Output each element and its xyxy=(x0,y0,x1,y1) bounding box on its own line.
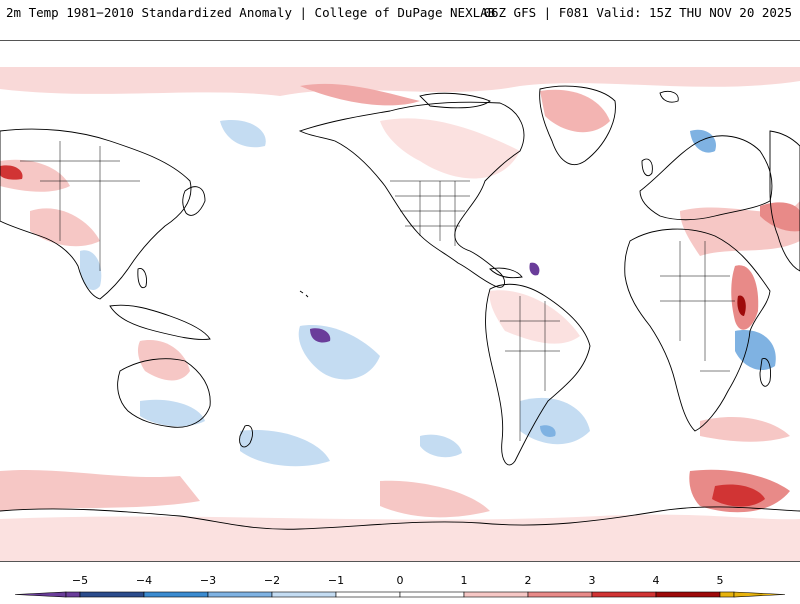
warm-anomaly-indian-ocean xyxy=(700,416,790,442)
asia-outline xyxy=(0,128,192,300)
cold-anomaly-south-pacific-east xyxy=(420,434,462,458)
asia-east-outline xyxy=(769,130,800,272)
legend-color-segment xyxy=(399,591,465,598)
legend-color-segment xyxy=(591,591,657,598)
svalbard-outline xyxy=(659,90,679,103)
legend-tick-label: 1 xyxy=(461,574,468,587)
legend-color-bar xyxy=(14,591,786,598)
warm-anomaly-east-africa-strong xyxy=(737,295,746,316)
cold-anomaly-south-atlantic xyxy=(520,397,590,445)
warm-anomaly-greenland xyxy=(540,89,610,133)
warm-anomaly-south-pacific xyxy=(380,480,490,518)
legend-color-segment xyxy=(207,591,273,598)
warm-anomaly-west-asia-strong xyxy=(0,165,23,180)
coastlines xyxy=(0,85,800,530)
warm-anomaly-canada xyxy=(380,118,520,179)
cold-anomaly-north-pacific xyxy=(220,120,266,148)
warm-anomaly-west-asia xyxy=(0,159,70,192)
anomaly-map[interactable] xyxy=(0,40,800,562)
hawaii-outline xyxy=(299,290,309,298)
warm-anomaly-antarctic-band xyxy=(0,514,800,561)
legend-arrow-high xyxy=(733,591,786,598)
legend-tick-label: 0 xyxy=(397,574,404,587)
legend-tick-label: −4 xyxy=(136,574,152,587)
indonesia-outline xyxy=(109,304,211,340)
color-scale-legend: −5 −4 −3 −2 −1 0 1 2 3 4 5 xyxy=(0,570,800,600)
legend-color-segment xyxy=(143,591,209,598)
map-title: 2m Temp 1981−2010 Standardized Anomaly |… xyxy=(6,5,496,20)
warm-anomaly-east-africa xyxy=(731,265,759,330)
legend-tick-label: −2 xyxy=(264,574,280,587)
warm-anomaly-australia xyxy=(137,340,190,381)
antarctica-outline xyxy=(0,506,800,530)
africa-outline xyxy=(624,228,771,432)
legend-tick-label: −3 xyxy=(200,574,216,587)
cold-anomaly-caribbean xyxy=(529,262,540,276)
country-borders xyxy=(20,141,735,441)
legend-color-segment xyxy=(719,591,735,598)
legend-color-segment xyxy=(463,591,529,598)
legend-color-segment xyxy=(65,591,81,598)
cold-anomaly-north-europe xyxy=(690,129,716,153)
philippines-outline xyxy=(137,268,147,289)
legend-tick-label: 3 xyxy=(589,574,596,587)
warm-anomaly-southern-ocean-east-strong xyxy=(712,484,765,507)
cold-anomaly-tasman xyxy=(140,399,205,427)
legend-color-segment xyxy=(335,591,401,598)
arctic-islands-outline xyxy=(419,92,491,109)
cold-anomaly-southern-ocean xyxy=(240,430,330,467)
uk-outline xyxy=(641,158,653,177)
greenland-outline xyxy=(539,85,616,166)
legend-color-segment xyxy=(79,591,145,598)
legend-tick-label: −1 xyxy=(328,574,344,587)
warm-anomaly-arctic xyxy=(0,67,800,96)
legend-color-segment xyxy=(527,591,593,598)
japan-outline xyxy=(182,186,206,216)
warm-anomaly-south-america xyxy=(489,290,580,344)
cold-anomaly-south-atlantic-core xyxy=(540,425,556,437)
legend-tick-label: −5 xyxy=(72,574,88,587)
legend-color-segment xyxy=(655,591,721,598)
legend-arrow-low xyxy=(14,591,67,598)
madagascar-outline xyxy=(759,358,771,387)
legend-tick-label: 5 xyxy=(717,574,724,587)
cold-anomaly-southeast-asia xyxy=(80,250,102,291)
anomaly-shading xyxy=(0,67,800,561)
legend-tick-label: 4 xyxy=(653,574,660,587)
model-run-info: 06Z GFS | F081 Valid: 15Z THU NOV 20 202… xyxy=(483,5,792,20)
cold-anomaly-central-pacific-core xyxy=(310,328,331,343)
legend-tick-labels: −5 −4 −3 −2 −1 0 1 2 3 4 5 xyxy=(72,574,724,587)
warm-anomaly-arctic-strong xyxy=(300,83,420,106)
australia-outline xyxy=(117,358,211,428)
south-america-outline xyxy=(485,283,591,466)
legend-tick-label: 2 xyxy=(525,574,532,587)
warm-anomaly-southern-ocean-west xyxy=(0,469,200,511)
legend-color-segment xyxy=(271,591,337,598)
cuba-outline xyxy=(489,267,523,279)
cold-anomaly-mozambique xyxy=(735,330,776,371)
warm-anomaly-middle-east-strong xyxy=(760,202,800,232)
new-zealand-outline xyxy=(239,425,253,448)
warm-anomaly-east-asia xyxy=(30,208,100,247)
